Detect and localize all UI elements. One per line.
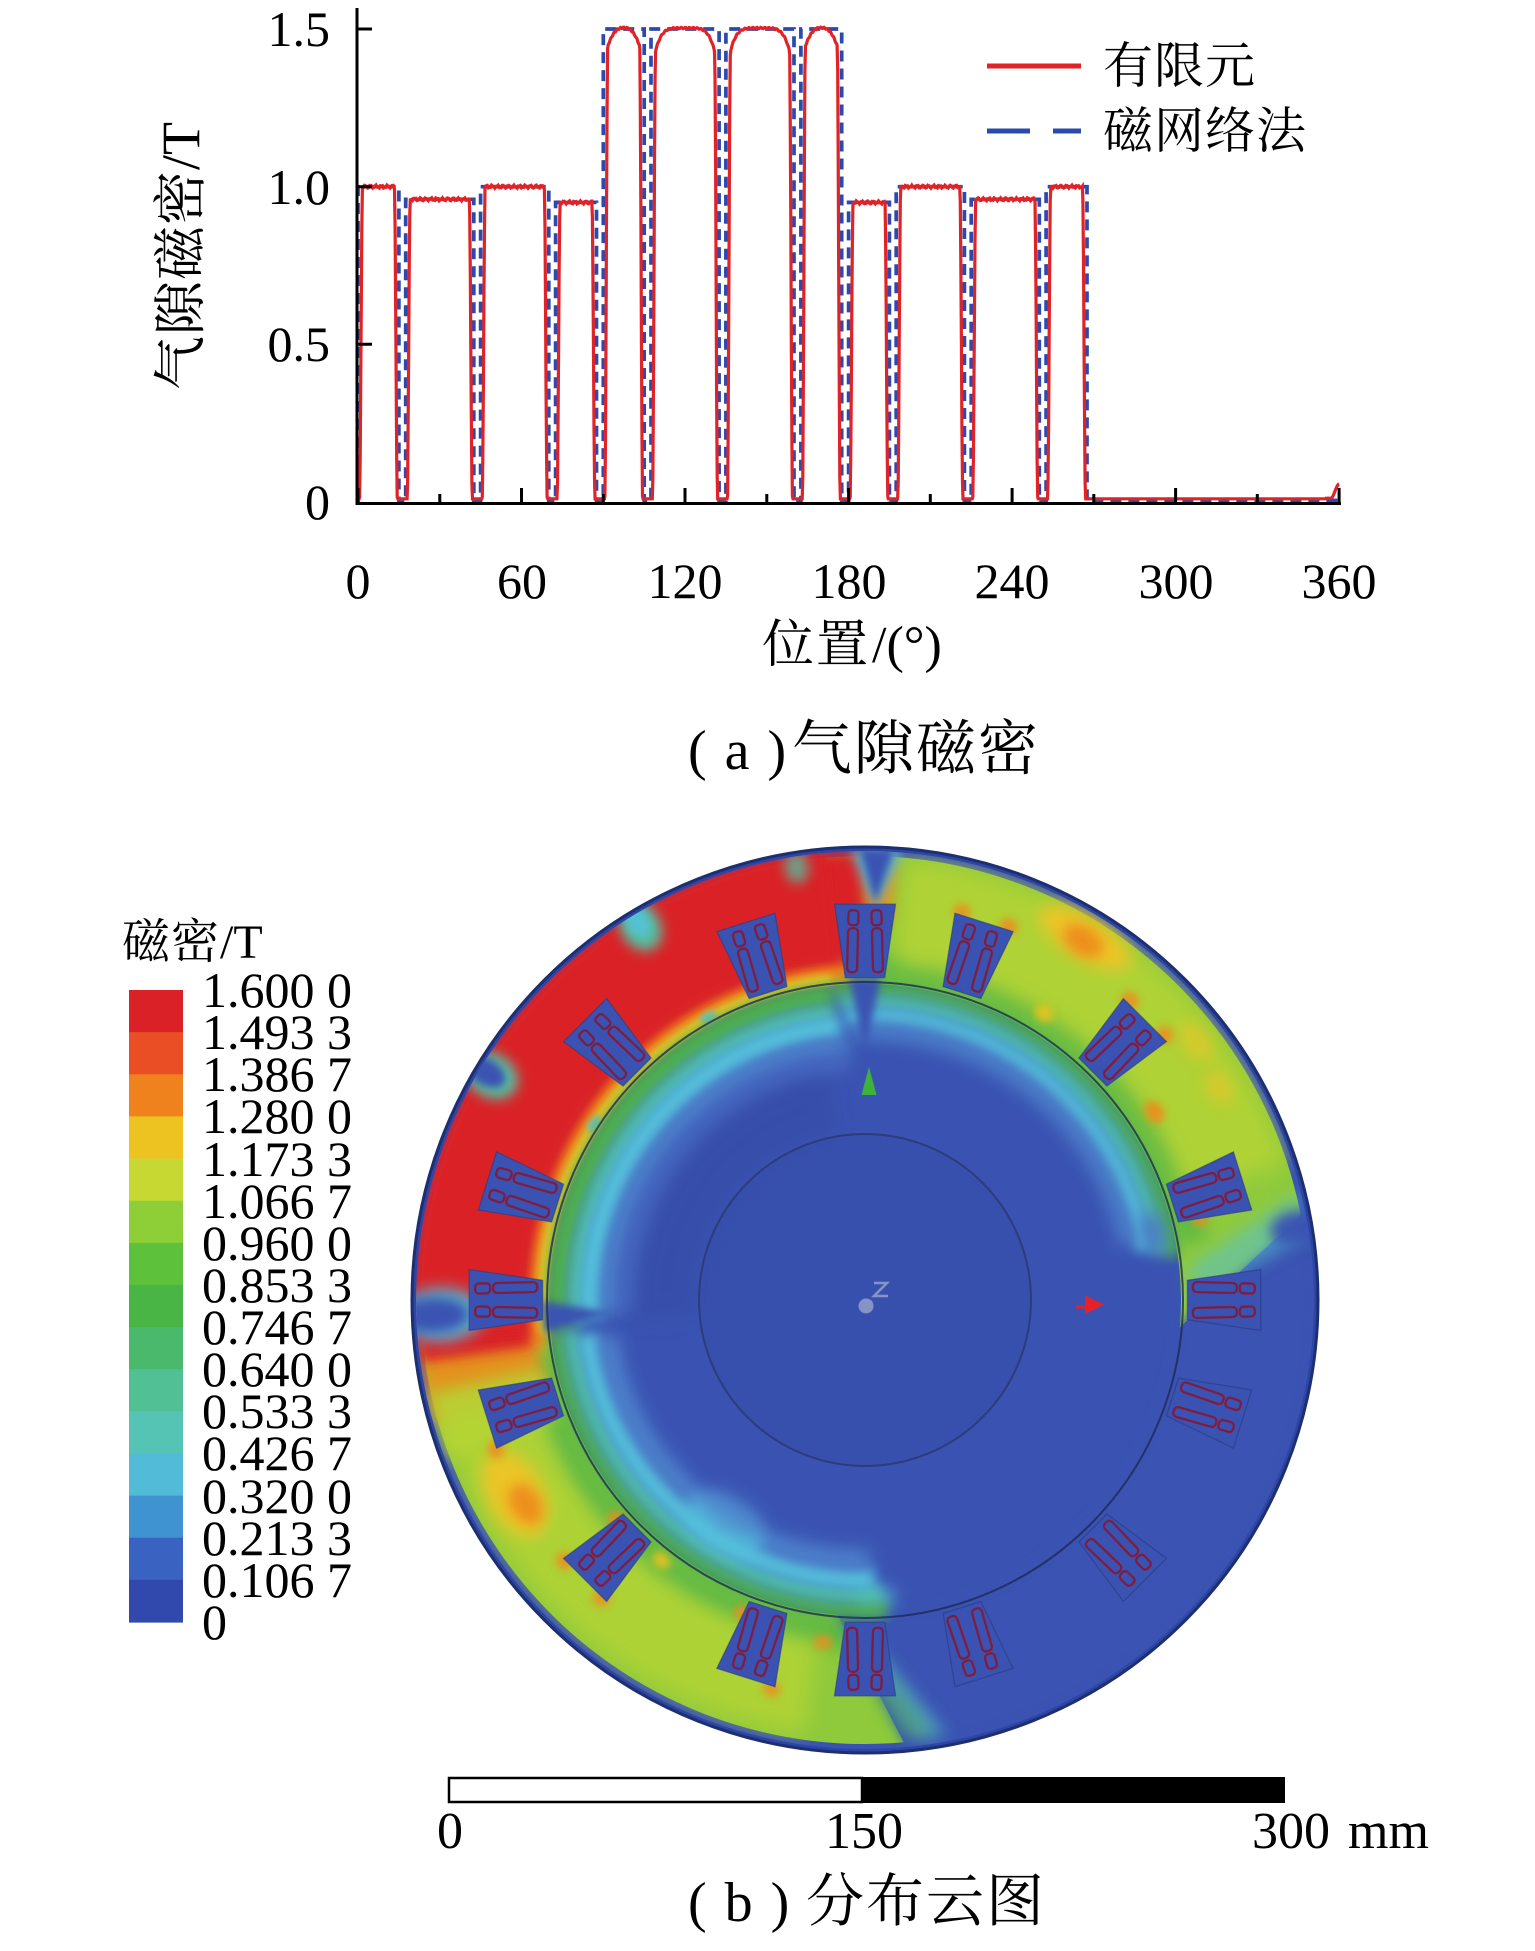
svg-text:300: 300: [1252, 1803, 1330, 1860]
svg-text:240: 240: [975, 553, 1050, 609]
svg-text:1.066 7: 1.066 7: [202, 1173, 352, 1229]
svg-text:/(°): /(°): [872, 617, 942, 674]
svg-text:1.173 3: 1.173 3: [202, 1131, 352, 1187]
svg-text:300: 300: [1139, 553, 1214, 609]
svg-text:1.0: 1.0: [268, 159, 331, 215]
svg-text:0.533 3: 0.533 3: [202, 1383, 352, 1439]
svg-text:360: 360: [1302, 553, 1377, 609]
svg-text:0: 0: [437, 1803, 463, 1860]
svg-text:/T: /T: [151, 122, 211, 170]
svg-text:150: 150: [825, 1803, 903, 1860]
svg-text:0.213 3: 0.213 3: [202, 1510, 352, 1566]
svg-text:0.853 3: 0.853 3: [202, 1257, 352, 1313]
svg-text:0.426 7: 0.426 7: [202, 1425, 352, 1481]
svg-text:/T: /T: [220, 916, 263, 969]
svg-text:1.5: 1.5: [268, 1, 331, 57]
svg-text:120: 120: [648, 553, 723, 609]
svg-text:0: 0: [346, 553, 371, 609]
svg-text:mm: mm: [1348, 1803, 1429, 1860]
svg-text:180: 180: [812, 553, 887, 609]
svg-text:0.5: 0.5: [268, 316, 331, 372]
svg-text:1.386 7: 1.386 7: [202, 1046, 352, 1102]
svg-text:(b): (b): [688, 1872, 807, 1934]
svg-text:0.106 7: 0.106 7: [202, 1552, 352, 1608]
svg-text:1.600 0: 1.600 0: [202, 962, 352, 1018]
svg-text:60: 60: [497, 553, 547, 609]
svg-text:0.746 7: 0.746 7: [202, 1299, 352, 1355]
svg-text:0.640 0: 0.640 0: [202, 1341, 352, 1397]
svg-text:0.960 0: 0.960 0: [202, 1215, 352, 1271]
svg-text:0: 0: [305, 474, 330, 530]
svg-text:0: 0: [202, 1594, 227, 1650]
svg-text:1.493 3: 1.493 3: [202, 1004, 352, 1060]
svg-text:(a): (a): [688, 720, 804, 782]
svg-text:1.280 0: 1.280 0: [202, 1088, 352, 1144]
svg-text:0.320 0: 0.320 0: [202, 1468, 352, 1524]
